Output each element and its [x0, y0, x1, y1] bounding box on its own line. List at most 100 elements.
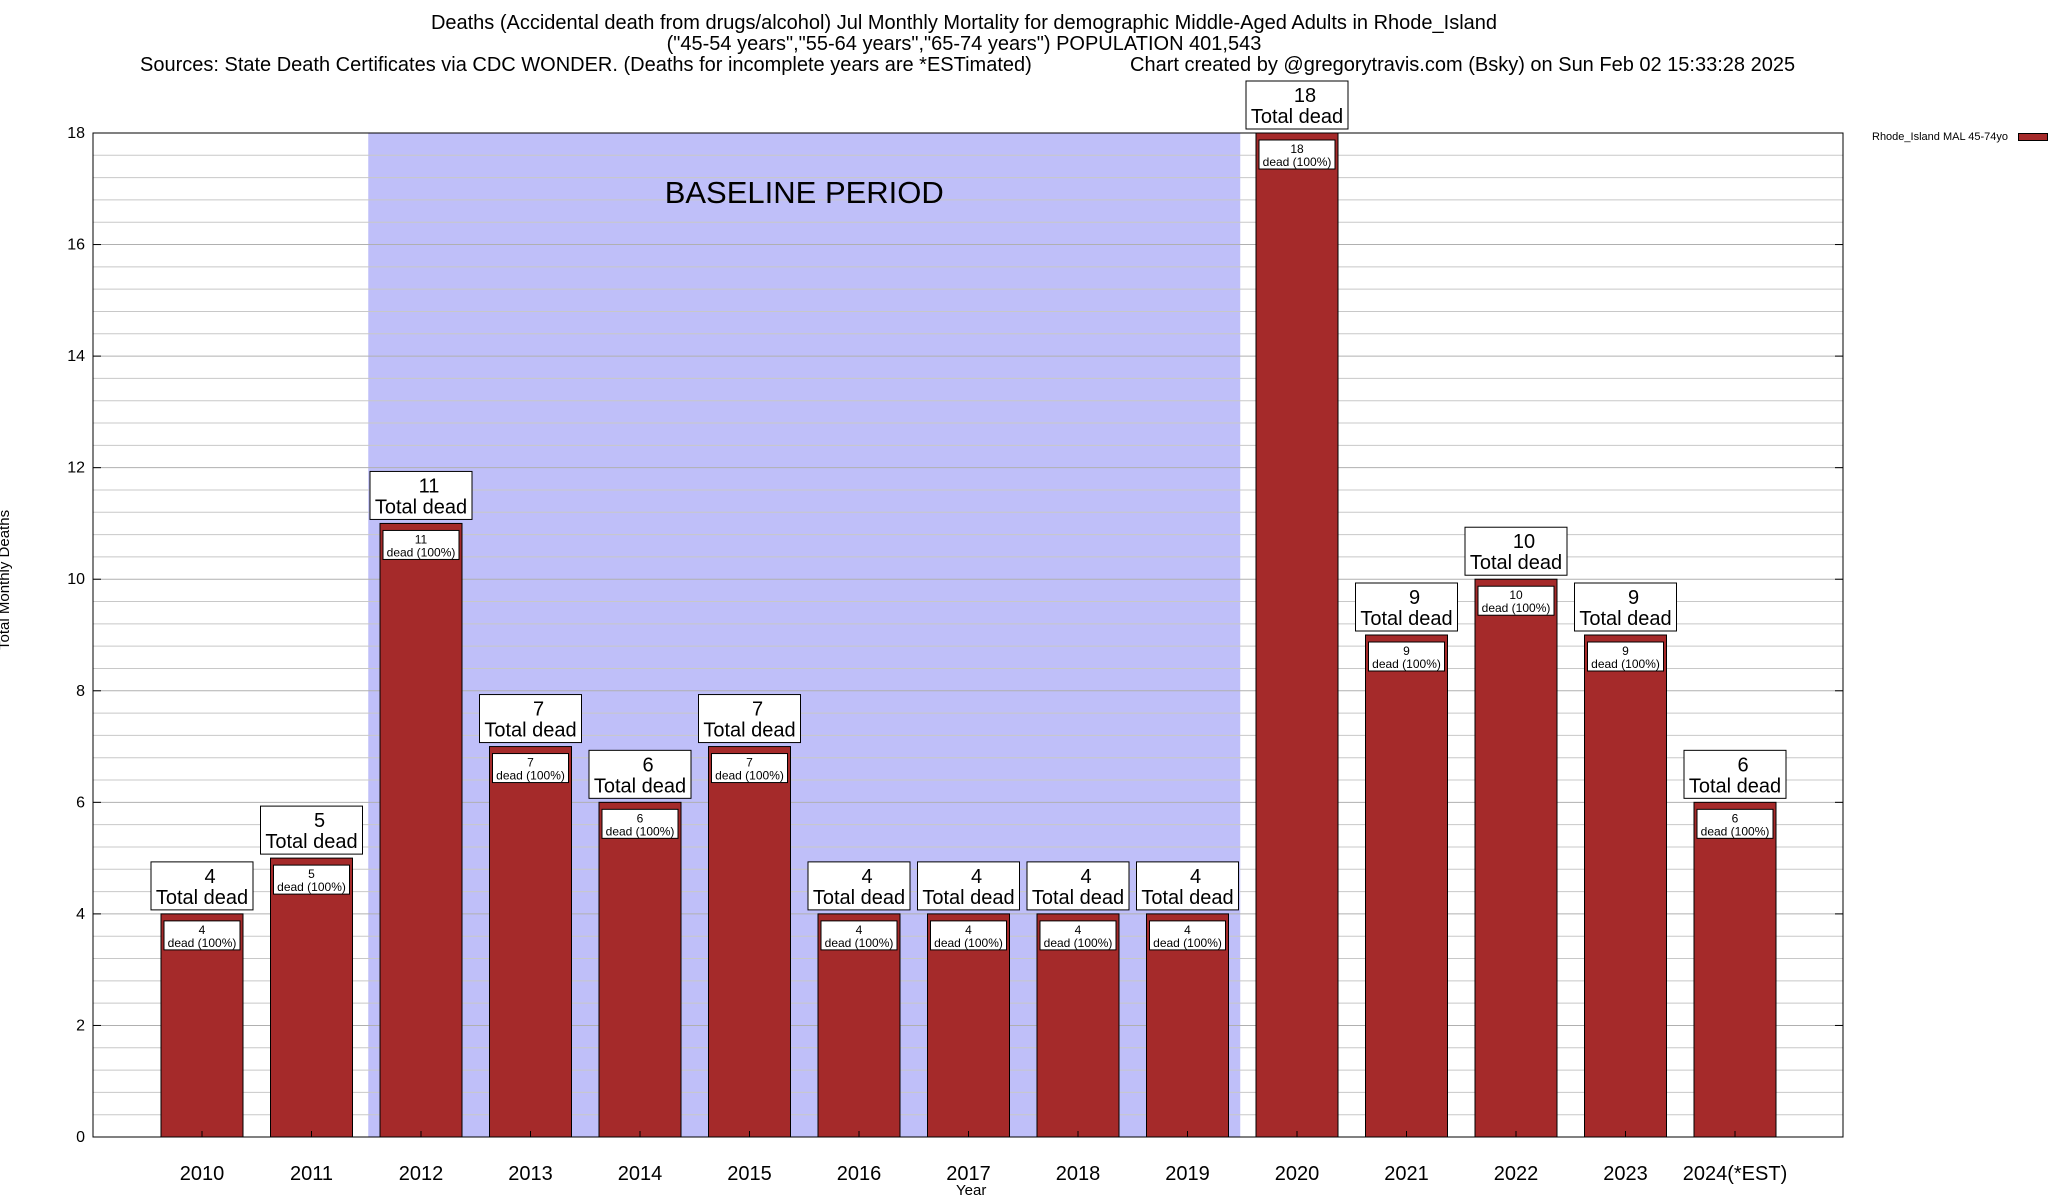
bar-inner-label: dead (100%): [1482, 601, 1551, 615]
bar-inner-label: dead (100%): [606, 824, 675, 838]
legend-label: Rhode_Island MAL 45-74yo: [1872, 131, 2008, 143]
bar-total-box: [1464, 526, 1568, 576]
bar-inner-label: dead (100%): [825, 936, 894, 950]
bar-total-value: 18: [1294, 85, 1316, 107]
bar-inner-box: [711, 753, 788, 784]
bar-total-value: 6: [642, 754, 653, 776]
bar-total-label: Total dead: [594, 775, 686, 797]
bar-inner-label: dead (100%): [1591, 657, 1660, 671]
chart-credit: Chart created by @gregorytravis.com (Bsk…: [1130, 54, 1796, 76]
legend: Rhode_Island MAL 45-74yo: [1872, 131, 2048, 143]
bar-total-value: 7: [752, 699, 763, 721]
bar: [1693, 801, 1777, 1138]
chart-sources: Sources: State Death Certificates via CD…: [140, 54, 1032, 76]
bar-total-label: Total dead: [1689, 775, 1781, 797]
bar-total-value: 4: [1080, 866, 1091, 888]
bar-inner-label: dead (100%): [1153, 936, 1222, 950]
bar-total-value: 9: [1409, 587, 1420, 609]
bar-inner-box: [1149, 920, 1226, 951]
bar-inner-value: 9: [1403, 644, 1410, 658]
bar-total-label: Total dead: [1251, 106, 1343, 128]
bar-inner-box: [601, 808, 679, 839]
bar-inner-box: [1039, 920, 1117, 951]
x-tick-label: 2019: [1165, 1163, 1210, 1185]
bar-total-label: Total dead: [703, 720, 795, 742]
bar-inner-value: 18: [1290, 142, 1304, 156]
bar-inner-value: 4: [199, 923, 206, 937]
bar-total-label: Total dead: [156, 887, 248, 909]
bar: [708, 746, 791, 1138]
bar-inner-box: [1258, 139, 1336, 170]
bar: [1255, 132, 1339, 1138]
bar-total-box: [369, 470, 473, 520]
x-tick-label: 2010: [180, 1163, 225, 1185]
bar-total-label: Total dead: [922, 887, 1014, 909]
bar-inner-box: [930, 920, 1007, 951]
x-tick-label: 2012: [399, 1163, 444, 1185]
bar-inner-box: [1587, 641, 1664, 672]
y-tick-label: 2: [76, 1017, 85, 1034]
x-tick-label: 2014: [618, 1163, 663, 1185]
bar-inner-box: [1696, 808, 1774, 839]
bar-total-label: Total dead: [1032, 887, 1124, 909]
bar-total-label: Total dead: [484, 720, 576, 742]
bar-total-box: [150, 861, 254, 911]
x-tick-label: 2020: [1275, 1163, 1320, 1185]
x-tick-label: 2017: [946, 1163, 991, 1185]
bar-inner-value: 6: [1732, 811, 1739, 825]
bar-total-value: 7: [533, 699, 544, 721]
bar-total-value: 4: [861, 866, 872, 888]
bar-total-label: Total dead: [1579, 608, 1671, 630]
bar-inner-value: 4: [1184, 923, 1191, 937]
bar-total-box: [807, 861, 911, 911]
bar-inner-box: [382, 529, 460, 560]
baseline-label: BASELINE PERIOD: [665, 175, 944, 210]
bar-total-box: [1136, 861, 1239, 911]
bar-total-box: [698, 694, 801, 744]
bar: [598, 801, 682, 1138]
bar-inner-box: [1368, 641, 1445, 672]
bar-inner-value: 9: [1622, 644, 1629, 658]
x-tick-label: 2016: [837, 1163, 882, 1185]
bar: [1036, 913, 1120, 1138]
bar-inner-label: dead (100%): [715, 769, 784, 783]
bar: [1146, 913, 1229, 1138]
bar-total-box: [917, 861, 1020, 911]
bar-inner-value: 5: [308, 867, 315, 881]
bar-inner-value: 6: [637, 811, 644, 825]
chart-title: Deaths (Accidental death from drugs/alco…: [430, 12, 1498, 34]
bar-inner-value: 10: [1509, 588, 1523, 602]
x-axis-label: Year: [956, 1182, 987, 1199]
bar-total-box: [1245, 80, 1349, 130]
bar-total-box: [1574, 582, 1677, 632]
bar-inner-label: dead (100%): [277, 880, 346, 894]
bar-total-label: Total dead: [1470, 552, 1562, 574]
bar-total-label: Total dead: [375, 496, 467, 518]
y-tick-label: 0: [76, 1129, 85, 1146]
bar-inner-value: 4: [965, 923, 972, 937]
y-tick-label: 14: [67, 348, 85, 365]
bar-total-value: 9: [1628, 587, 1639, 609]
bar-inner-label: dead (100%): [934, 936, 1003, 950]
bar-total-value: 4: [204, 866, 215, 888]
bar-inner-value: 4: [1075, 923, 1082, 937]
bar-inner-box: [820, 920, 898, 951]
x-tick-label: 2011: [290, 1163, 333, 1185]
bar-total-box: [479, 694, 582, 744]
bar: [489, 746, 572, 1138]
bar-inner-label: dead (100%): [1701, 824, 1770, 838]
bar-total-box: [1683, 749, 1787, 799]
bar: [927, 913, 1010, 1138]
legend-swatch: [2017, 133, 2048, 142]
bar-inner-box: [492, 753, 569, 784]
bar-total-box: [260, 805, 363, 855]
bar-inner-label: dead (100%): [496, 769, 565, 783]
chart-subtitle: ("45-54 years","55-64 years","65-74 year…: [666, 33, 1262, 55]
bar-total-label: Total dead: [1141, 887, 1233, 909]
bar-total-box: [588, 749, 692, 799]
y-tick-label: 10: [67, 571, 85, 588]
bar-inner-label: dead (100%): [1263, 155, 1332, 169]
x-tick-label: 2023: [1603, 1163, 1648, 1185]
bar: [1365, 634, 1448, 1138]
